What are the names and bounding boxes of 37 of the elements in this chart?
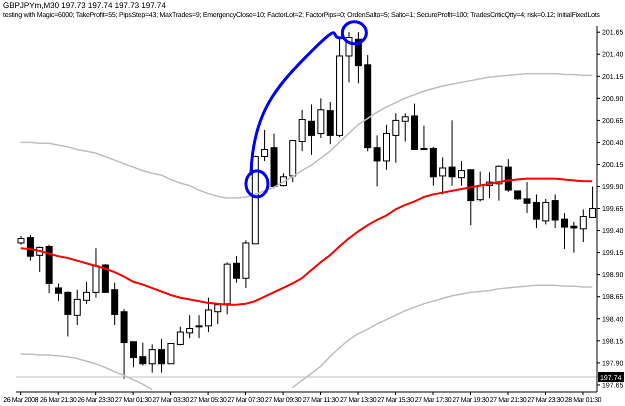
candlestick: [204, 297, 212, 333]
candlestick: [167, 342, 174, 364]
candlestick: [233, 256, 240, 284]
candlestick: [542, 198, 550, 225]
candlestick: [402, 112, 409, 142]
candlestick: [504, 158, 512, 192]
candlestick: [186, 314, 194, 339]
candlestick: [420, 125, 428, 150]
candlestick: [308, 104, 315, 156]
candlestick: [580, 208, 587, 243]
candlestick: [448, 120, 456, 186]
candlestick: [570, 221, 578, 254]
candlestick: [74, 289, 81, 326]
candlestick: [148, 344, 156, 374]
candlestick: [158, 338, 166, 374]
candlestick: [130, 341, 137, 368]
candlestick: [532, 194, 540, 228]
candlestick: [139, 342, 146, 366]
candlestick: [458, 160, 465, 186]
candlestick: [374, 134, 381, 188]
candlestick: [298, 109, 306, 152]
candlestick: [392, 112, 400, 164]
candlestick: [552, 194, 559, 228]
candlestick: [83, 281, 90, 304]
candlestick: [64, 290, 72, 337]
candlestick: [54, 283, 62, 302]
candlestick: [439, 156, 446, 195]
candlestick: [26, 234, 34, 262]
chart-title: GBPJPYm,M30 197.73 197.74 197.73 197.74: [3, 1, 166, 11]
candlestick: [214, 303, 222, 325]
candlestick: [561, 212, 568, 250]
candlestick: [317, 98, 324, 139]
candlestick: [261, 130, 268, 162]
line-series: [20, 72, 594, 199]
candlestick: [176, 326, 184, 346]
candlestick: [524, 182, 531, 214]
candlestick: [196, 314, 203, 339]
